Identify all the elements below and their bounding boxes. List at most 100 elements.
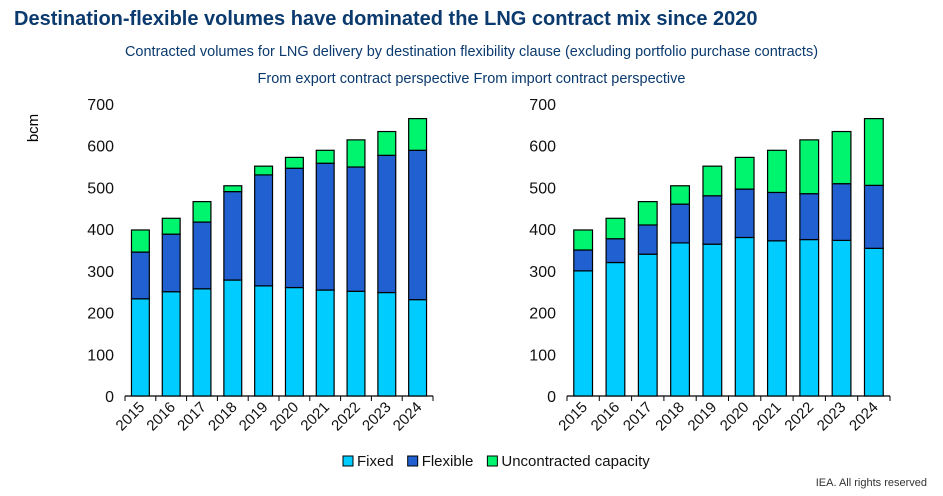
x-tick-label: 2022	[781, 399, 817, 435]
bar-fixed	[192, 288, 212, 397]
y-tick-label: 500	[87, 180, 114, 197]
y-tick-label: 700	[87, 97, 114, 114]
x-tick-label: 2017	[620, 399, 656, 435]
y-tick-label: 200	[529, 306, 556, 323]
legend-label: Fixed	[357, 453, 394, 470]
bar-flexible	[161, 233, 181, 293]
x-tick-label: 2018	[205, 399, 241, 435]
x-tick-label: 2019	[685, 399, 721, 435]
bar-uncontracted-capacity	[831, 130, 852, 185]
y-tick-label: 400	[87, 222, 114, 239]
chart-subtitle-2: From export contract perspective From im…	[257, 71, 686, 87]
legend-swatch	[407, 455, 419, 467]
bar-fixed	[254, 285, 274, 397]
x-tick-label: 2023	[814, 399, 850, 435]
y-tick-label: 200	[87, 306, 114, 323]
bar-uncontracted-capacity	[346, 139, 366, 168]
bar-uncontracted-capacity	[161, 217, 181, 235]
bar-uncontracted-capacity	[702, 165, 723, 197]
bar-flexible	[831, 183, 852, 242]
bar-fixed	[734, 236, 755, 397]
bar-fixed	[863, 247, 884, 397]
y-tick-label: 600	[529, 139, 556, 156]
bar-fixed	[573, 270, 594, 397]
legend-swatch	[342, 455, 354, 467]
bar-uncontracted-capacity	[284, 156, 304, 169]
bar-flexible	[637, 224, 658, 255]
bar-flexible	[863, 184, 884, 249]
bar-fixed	[346, 290, 366, 397]
x-tick-label: 2019	[236, 399, 272, 435]
y-tick-label: 100	[529, 347, 556, 364]
bar-flexible	[605, 238, 626, 264]
y-tick-label: 300	[529, 264, 556, 281]
bar-flexible	[315, 162, 335, 291]
bar-uncontracted-capacity	[130, 229, 150, 253]
x-tick-label: 2020	[717, 399, 753, 435]
bar-fixed	[223, 279, 243, 397]
bar-flexible	[408, 149, 428, 301]
bar-fixed	[702, 243, 723, 397]
bar-uncontracted-capacity	[223, 185, 243, 193]
bar-fixed	[408, 299, 428, 397]
x-tick-label: 2023	[359, 399, 395, 435]
legend-label: Uncontracted capacity	[501, 453, 650, 470]
x-tick-label: 2016	[588, 399, 624, 435]
bar-fixed	[130, 298, 150, 397]
bar-flexible	[346, 166, 366, 292]
y-tick-label: 600	[87, 139, 114, 156]
y-tick-label: 0	[547, 389, 556, 406]
x-tick-label: 2024	[846, 399, 882, 435]
bar-flexible	[734, 188, 755, 239]
x-tick-label: 2015	[113, 399, 149, 435]
x-tick-label: 2018	[652, 399, 688, 435]
y-tick-label: 100	[87, 347, 114, 364]
bar-flexible	[702, 195, 723, 245]
bar-uncontracted-capacity	[799, 139, 820, 195]
y-tick-label: 0	[105, 389, 114, 406]
bar-uncontracted-capacity	[863, 117, 884, 186]
bar-fixed	[284, 286, 304, 397]
bar-uncontracted-capacity	[315, 149, 335, 164]
bar-flexible	[377, 154, 397, 294]
x-tick-label: 2021	[749, 399, 785, 435]
bar-flexible	[284, 167, 304, 289]
bar-flexible	[192, 221, 212, 290]
bar-flexible	[130, 251, 150, 300]
bar-uncontracted-capacity	[734, 156, 755, 190]
bar-flexible	[766, 191, 787, 242]
bar-fixed	[315, 289, 335, 397]
x-tick-label: 2016	[143, 399, 179, 435]
bar-fixed	[377, 291, 397, 397]
bar-uncontracted-capacity	[766, 149, 787, 194]
bar-uncontracted-capacity	[670, 185, 691, 205]
bar-fixed	[161, 291, 181, 397]
chart-subtitle: Contracted volumes for LNG delivery by d…	[124, 44, 819, 60]
y-tick-label: 400	[529, 222, 556, 239]
y-tick-label: 700	[529, 97, 556, 114]
x-tick-label: 2015	[555, 399, 591, 435]
bar-uncontracted-capacity	[573, 229, 594, 251]
bar-flexible	[573, 249, 594, 272]
bar-flexible	[670, 203, 691, 244]
bar-uncontracted-capacity	[192, 201, 212, 223]
x-tick-label: 2020	[267, 399, 303, 435]
x-tick-label: 2022	[328, 399, 364, 435]
x-tick-label: 2024	[390, 399, 426, 435]
bar-flexible	[223, 191, 243, 281]
bar-fixed	[637, 253, 658, 397]
bar-fixed	[605, 261, 626, 397]
credit: IEA. All rights reserved	[815, 477, 927, 489]
bar-uncontracted-capacity	[605, 217, 626, 240]
bar-uncontracted-capacity	[254, 165, 274, 176]
bar-flexible	[799, 193, 820, 241]
chart-title: Destination-flexible volumes have domina…	[14, 8, 758, 30]
y-axis-label: bcm	[25, 114, 42, 142]
legend-label: Flexible	[422, 453, 474, 470]
bar-uncontracted-capacity	[637, 201, 658, 226]
bar-fixed	[799, 238, 820, 397]
bar-fixed	[670, 242, 691, 397]
bar-fixed	[831, 239, 852, 397]
bar-flexible	[254, 174, 274, 287]
